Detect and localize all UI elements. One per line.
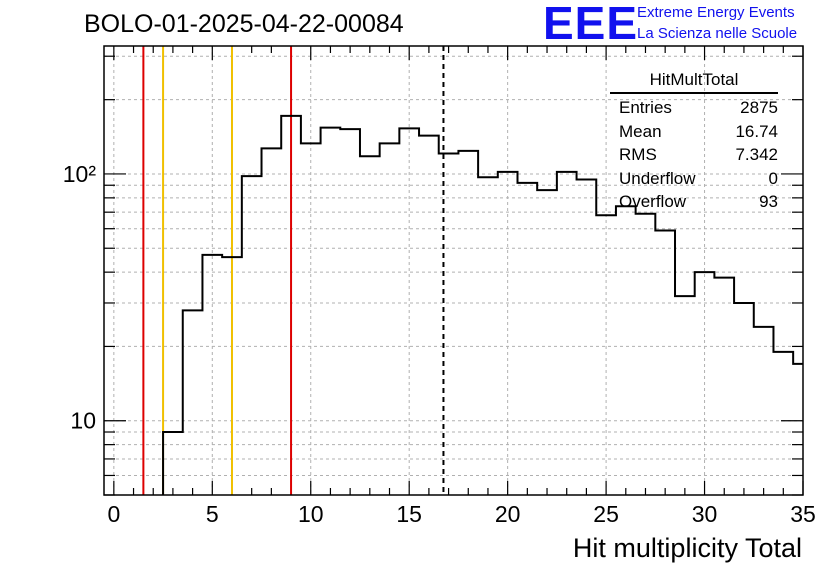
plot-frame: [103, 45, 804, 496]
stats-label: Mean: [619, 121, 662, 141]
x-tick-labels: 0 5 10 15 20 25 30 35: [107, 501, 815, 527]
logo-subtitle-1: Extreme Energy Events: [637, 4, 795, 21]
stats-value: 93: [759, 192, 778, 211]
chart-title: BOLO-01-2025-04-22-00084: [84, 10, 404, 38]
logo-subtitle-2: La Scienza nelle Scuole: [637, 25, 798, 42]
stats-value: 7.342: [735, 145, 778, 164]
stats-row: Mean 16.74: [610, 120, 778, 144]
stats-value: 16.74: [735, 121, 778, 141]
stats-label: RMS: [619, 145, 657, 164]
stats-title: HitMultTotal: [610, 70, 778, 94]
stats-row: Underflow 0: [610, 167, 778, 191]
histogram-series: [162, 114, 803, 495]
stats-label: Underflow: [619, 168, 696, 188]
grid-lines: [104, 46, 804, 496]
stats-row: Entries 2875: [610, 96, 778, 120]
stats-row: Overflow 93: [610, 190, 778, 214]
x-tick-label: 25: [593, 501, 619, 527]
x-tick-label: 35: [790, 501, 816, 527]
reference-lines: [142, 46, 445, 495]
stats-box: HitMultTotal Entries 2875 Mean 16.74 RMS 7.…: [610, 70, 778, 214]
stats-value: 2875: [740, 98, 778, 117]
stats-row: RMS 7.342: [610, 143, 778, 167]
stats-label: Entries: [619, 98, 672, 117]
y-tick-label: 10: [70, 408, 96, 434]
x-tick-label: 10: [298, 501, 324, 527]
x-tick-label: 15: [396, 501, 422, 527]
y-tick-labels: 10 10²: [63, 161, 97, 434]
x-tick-label: 0: [107, 501, 120, 527]
x-tick-label: 30: [692, 501, 718, 527]
eee-logo: EEE: [543, 0, 639, 49]
stats-label: Overflow: [619, 192, 687, 211]
y-tick-label: 10²: [63, 161, 97, 187]
x-tick-label: 20: [495, 501, 521, 527]
x-axis-label: Hit multiplicity Total: [572, 533, 802, 563]
x-tick-label: 5: [206, 501, 219, 527]
stats-value: 0: [768, 168, 778, 188]
